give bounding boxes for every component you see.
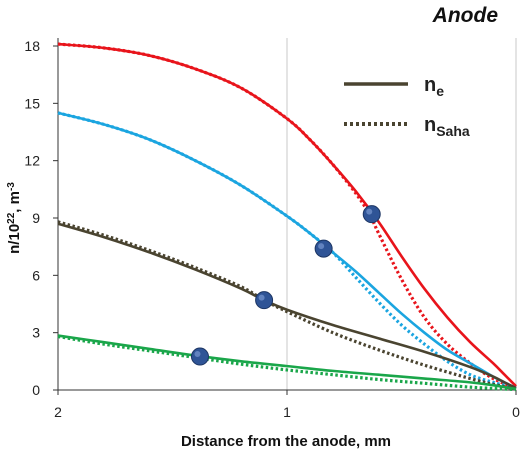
y-tick-label: 18 (24, 38, 40, 54)
y-axis-title: n/1022, m-3 (6, 182, 24, 254)
y-tick-label: 0 (32, 382, 40, 398)
series-3-ne-line (57, 334, 517, 391)
series-1-marker (314, 239, 333, 258)
series-layer (57, 42, 517, 392)
series-1-ne-line (57, 111, 517, 390)
series-0-ne-line (57, 42, 517, 388)
y-tick-label: 6 (32, 267, 40, 283)
series-2-marker-highlight (258, 294, 265, 301)
x-tick-label: 2 (54, 404, 62, 420)
series-3-nsaha-line (57, 334, 517, 392)
series-3-marker-highlight (194, 351, 201, 358)
series-2-nsaha-line (57, 220, 517, 391)
y-tick-label: 15 (24, 95, 40, 111)
legend-ne-label: ne (424, 74, 444, 99)
legend-nsaha-label: nSaha (424, 114, 470, 139)
y-axis-title-exp: 22 (6, 212, 17, 224)
y-axis-title-unit: , m (6, 191, 23, 213)
series-1-marker-highlight (318, 243, 325, 250)
series-2-marker (255, 291, 274, 310)
y-tick-label: 9 (32, 210, 40, 226)
y-axis-title-base: n/10 (6, 224, 23, 254)
x-tick-label: 0 (512, 404, 520, 420)
series-2-ne-line (57, 222, 517, 390)
legend: ne nSaha (344, 74, 470, 139)
series-3-marker (190, 347, 209, 366)
y-tick-label: 12 (24, 153, 40, 169)
x-axis-title: Distance from the anode, mm (181, 433, 391, 450)
x-tick-label: 1 (283, 404, 291, 420)
marker-layer (190, 205, 381, 366)
series-0-marker-highlight (366, 208, 373, 215)
series-0-marker (362, 205, 381, 224)
grid (57, 38, 517, 390)
chart-title: Anode (432, 4, 499, 27)
y-tick-label: 3 (32, 325, 40, 341)
y-axis-title-unit-exp: -3 (6, 182, 17, 191)
